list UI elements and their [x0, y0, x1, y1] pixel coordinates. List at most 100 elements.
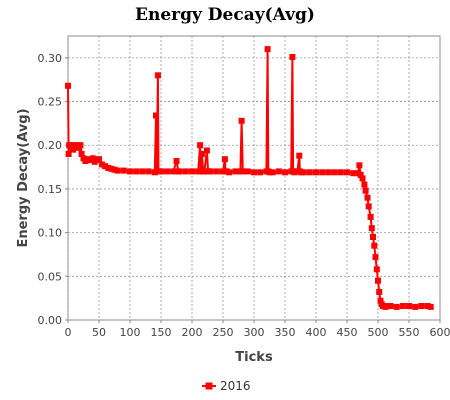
data-point — [120, 167, 127, 174]
x-tick-label: 600 — [430, 326, 450, 339]
data-point — [266, 169, 273, 176]
data-point — [77, 142, 84, 149]
data-point — [372, 254, 379, 261]
data-point — [399, 303, 406, 309]
data-point — [356, 162, 363, 169]
data-point — [393, 303, 400, 310]
data-point — [221, 156, 228, 163]
data-point — [170, 168, 177, 175]
x-tick-label: 100 — [120, 326, 141, 339]
data-point — [357, 171, 364, 178]
data-point — [213, 168, 220, 175]
y-tick-label: 0.20 — [38, 139, 63, 152]
y-tick-label: 0.00 — [38, 314, 63, 327]
data-point — [365, 203, 372, 210]
y-tick-label: 0.05 — [38, 270, 63, 283]
x-tick-label: 50 — [92, 326, 106, 339]
x-tick-label: 350 — [275, 326, 296, 339]
data-point — [418, 303, 425, 309]
data-point — [139, 168, 146, 175]
data-point — [99, 161, 106, 168]
x-tick-label: 300 — [244, 326, 265, 339]
data-point — [133, 168, 140, 175]
data-point — [300, 169, 307, 176]
data-point — [145, 168, 152, 175]
data-point — [337, 169, 344, 176]
data-point — [344, 169, 350, 176]
data-point — [182, 168, 189, 175]
data-point — [325, 169, 332, 176]
series-2016 — [65, 46, 434, 310]
data-point — [367, 213, 374, 220]
data-point — [108, 165, 115, 172]
data-point — [291, 169, 298, 176]
data-point — [153, 112, 159, 119]
data-point — [189, 168, 195, 175]
legend-label: 2016 — [220, 379, 251, 393]
x-tick-label: 0 — [65, 326, 72, 339]
data-point — [359, 175, 366, 182]
x-axis-label: Ticks — [235, 350, 273, 365]
data-point — [203, 147, 210, 154]
data-point — [127, 168, 133, 175]
data-point — [313, 169, 319, 176]
x-tick-label: 550 — [399, 326, 420, 339]
data-point — [282, 169, 288, 176]
data-point — [427, 303, 434, 310]
data-point — [65, 82, 71, 89]
data-point — [370, 234, 376, 240]
data-point — [176, 168, 183, 175]
legend-marker — [205, 382, 213, 390]
x-tick-label: 250 — [213, 326, 234, 339]
data-point — [264, 46, 271, 53]
data-point — [105, 165, 112, 171]
data-point — [173, 158, 180, 164]
data-point — [114, 167, 121, 174]
data-point — [376, 289, 383, 295]
chart-title: Energy Decay(Avg) — [135, 5, 315, 25]
data-point — [364, 194, 371, 201]
y-axis-ticks: 0.00 0.05 0.10 0.15 0.20 0.25 0.30 — [38, 52, 68, 327]
x-tick-label: 200 — [182, 326, 203, 339]
data-point — [387, 303, 394, 309]
data-point — [201, 168, 208, 175]
data-point — [111, 166, 118, 173]
x-tick-label: 150 — [151, 326, 172, 339]
data-point — [238, 117, 245, 124]
data-point — [350, 170, 357, 177]
y-axis-label: Energy Decay(Avg) — [16, 108, 31, 247]
data-point — [361, 181, 368, 188]
data-point — [275, 168, 282, 175]
data-point — [371, 242, 378, 249]
data-point — [289, 54, 296, 60]
y-tick-label: 0.30 — [38, 52, 63, 65]
data-point — [306, 169, 313, 176]
data-point — [244, 168, 251, 175]
data-point — [384, 303, 391, 309]
x-axis-ticks: 0 50 100 150 200 250 300 350 400 450 500 550 600 — [65, 320, 450, 339]
x-tick-label: 450 — [337, 326, 358, 339]
data-point — [257, 169, 264, 176]
legend[interactable]: 2016 — [202, 379, 251, 393]
data-point — [296, 152, 303, 159]
x-tick-label: 400 — [306, 326, 327, 339]
data-point — [373, 266, 380, 273]
data-point — [89, 155, 96, 162]
y-tick-label: 0.15 — [38, 183, 63, 196]
data-point — [65, 151, 72, 157]
data-point — [319, 169, 326, 176]
data-point — [424, 303, 431, 309]
data-point — [158, 168, 164, 175]
data-point — [377, 297, 384, 304]
data-point — [412, 303, 419, 310]
data-point — [331, 169, 338, 176]
data-point — [198, 151, 205, 157]
data-point — [154, 72, 161, 79]
data-point — [102, 163, 109, 170]
data-point — [375, 277, 381, 284]
data-point — [226, 169, 233, 176]
data-point — [362, 187, 369, 194]
data-point — [207, 168, 214, 175]
data-point — [406, 303, 412, 309]
